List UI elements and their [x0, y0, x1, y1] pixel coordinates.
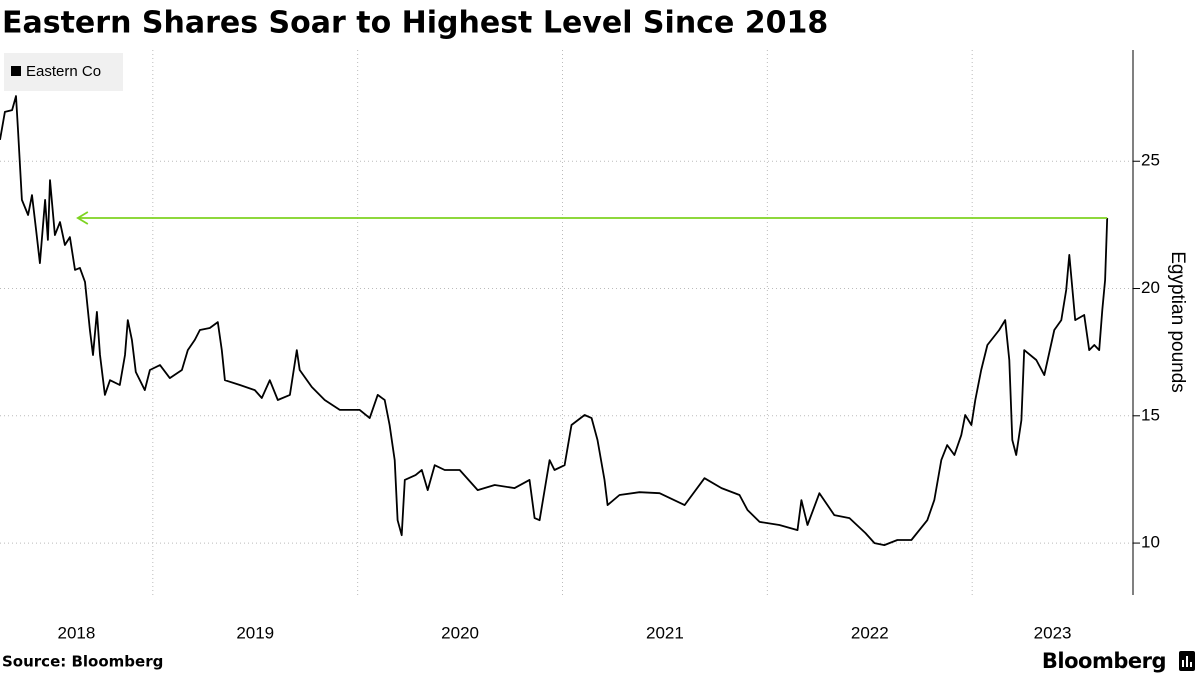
- x-tick-label: 2018: [57, 623, 95, 642]
- legend-box: [4, 53, 123, 91]
- x-tick-label: 2020: [441, 623, 479, 642]
- source: Source: Bloomberg: [2, 653, 163, 671]
- y-tick-label: 20: [1141, 278, 1160, 297]
- x-tick-label: 2019: [236, 623, 274, 642]
- y-tick-label: 10: [1141, 533, 1160, 552]
- legend-swatch: [11, 66, 21, 76]
- y-tick-label: 15: [1141, 405, 1160, 424]
- chart-title: Eastern Shares Soar to Highest Level Sin…: [2, 6, 828, 41]
- annotation-arrowhead: [76, 211, 89, 225]
- x-tick-label: 2022: [851, 623, 889, 642]
- x-tick-label: 2021: [646, 623, 684, 642]
- legend-label: Eastern Co: [26, 63, 101, 80]
- x-tick-label: 2023: [1034, 623, 1072, 642]
- logo: Bloomberg: [1042, 649, 1166, 673]
- y-axis-label: Egyptian pounds: [1167, 251, 1188, 393]
- y-tick-label: 25: [1141, 151, 1160, 170]
- logo-icon-bars: [1182, 656, 1192, 667]
- line-series: [0, 95, 1109, 546]
